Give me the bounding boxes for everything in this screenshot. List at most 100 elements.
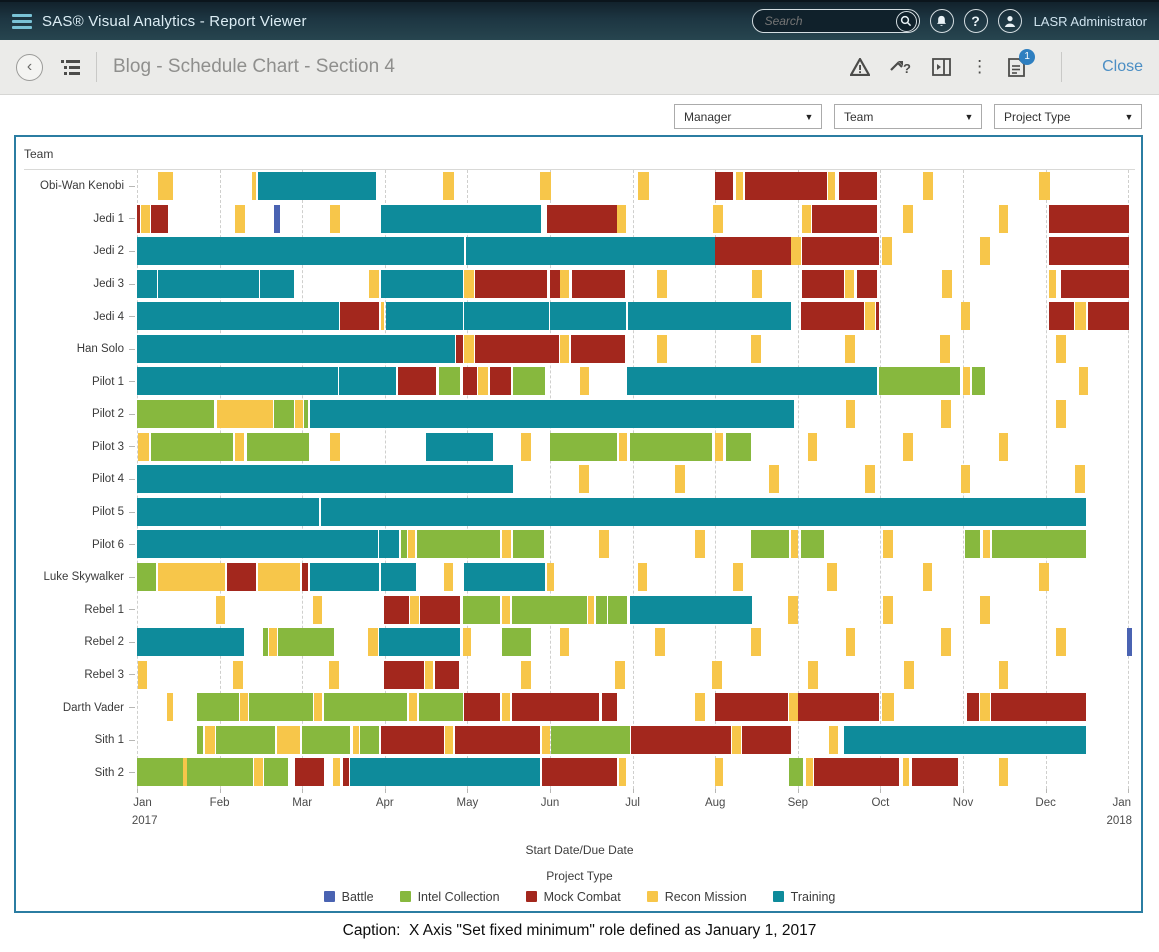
gantt-bar[interactable] [982, 530, 991, 559]
chevron-down-icon[interactable]: ▼ [964, 111, 974, 122]
gantt-bar[interactable] [881, 237, 892, 266]
gantt-bar[interactable] [323, 693, 408, 722]
gantt-bar[interactable] [579, 465, 590, 494]
gantt-bar[interactable] [151, 204, 169, 233]
gantt-bar[interactable] [798, 693, 880, 722]
gantt-bar[interactable] [735, 172, 744, 200]
gantt-bar[interactable] [838, 172, 878, 200]
gantt-bar[interactable] [963, 367, 971, 396]
gantt-bar[interactable] [408, 530, 415, 559]
collapse-panel-icon[interactable] [932, 58, 951, 76]
gantt-bar[interactable] [137, 758, 184, 787]
gantt-bar[interactable] [801, 269, 844, 298]
gantt-bar[interactable] [595, 595, 607, 624]
gantt-bar[interactable] [791, 530, 799, 559]
gantt-bar[interactable] [998, 204, 1008, 233]
gantt-bar[interactable] [638, 172, 649, 200]
gantt-bar[interactable] [215, 725, 276, 754]
gantt-bar[interactable] [1056, 400, 1067, 429]
gantt-bar[interactable] [998, 758, 1008, 787]
gantt-bar[interactable] [521, 660, 531, 689]
gantt-bar[interactable] [619, 758, 627, 787]
gantt-bar[interactable] [462, 367, 477, 396]
hamburger-menu-icon[interactable] [12, 13, 32, 29]
gantt-bar[interactable] [540, 172, 552, 200]
gantt-bar[interactable] [714, 432, 724, 461]
gantt-bar[interactable] [367, 628, 378, 657]
gantt-bar[interactable] [274, 400, 295, 429]
gantt-bar[interactable] [501, 595, 510, 624]
gantt-bar[interactable] [400, 530, 408, 559]
guided-analysis-icon[interactable]: ? [890, 58, 912, 76]
help-icon[interactable]: ? [963, 9, 988, 33]
gantt-bar[interactable] [360, 725, 380, 754]
gantt-bar[interactable] [787, 595, 798, 624]
gantt-bar[interactable] [881, 693, 895, 722]
gantt-bar[interactable] [864, 302, 875, 331]
gantt-bar[interactable] [940, 628, 951, 657]
gantt-bar[interactable] [980, 237, 991, 266]
gantt-bar[interactable] [217, 400, 273, 429]
search-box[interactable] [751, 9, 920, 33]
gantt-bar[interactable] [379, 530, 400, 559]
gantt-bar[interactable] [631, 725, 731, 754]
gantt-bar[interactable] [864, 465, 875, 494]
gantt-bar[interactable] [137, 334, 455, 363]
gantt-bar[interactable] [1049, 269, 1057, 298]
gantt-bar[interactable] [878, 367, 960, 396]
gantt-bar[interactable] [232, 660, 243, 689]
gantt-bar[interactable] [788, 758, 804, 787]
gantt-bar[interactable] [385, 302, 463, 331]
gantt-bar[interactable] [549, 269, 560, 298]
gantt-bar[interactable] [234, 432, 245, 461]
gantt-bar[interactable] [204, 725, 215, 754]
gantt-bar[interactable] [752, 269, 763, 298]
gantt-bar[interactable] [980, 595, 991, 624]
gantt-bar[interactable] [903, 432, 914, 461]
gantt-bar[interactable] [800, 530, 825, 559]
gantt-bar[interactable] [811, 204, 878, 233]
gantt-bar[interactable] [695, 530, 706, 559]
gantt-bar[interactable] [246, 432, 309, 461]
gantt-bar[interactable] [464, 693, 500, 722]
gantt-bar[interactable] [826, 562, 837, 591]
gantt-bar[interactable] [249, 693, 314, 722]
gantt-bar[interactable] [714, 758, 724, 787]
gantt-bar[interactable] [380, 302, 385, 331]
gantt-bar[interactable] [478, 367, 489, 396]
gantt-bar[interactable] [444, 725, 453, 754]
gantt-bar[interactable] [1074, 465, 1085, 494]
gantt-bar[interactable] [547, 562, 554, 591]
gantt-bar[interactable] [1078, 367, 1088, 396]
more-options-kebab-icon[interactable]: ⋮ [971, 57, 989, 76]
gantt-bar[interactable] [338, 367, 396, 396]
gantt-bar[interactable] [1049, 302, 1074, 331]
gantt-bar[interactable] [466, 237, 715, 266]
gantt-bar[interactable] [712, 660, 723, 689]
gantt-bar[interactable] [475, 269, 548, 298]
gantt-bar[interactable] [196, 693, 239, 722]
gantt-bar[interactable] [260, 269, 295, 298]
gantt-bar[interactable] [454, 725, 541, 754]
gantt-bar[interactable] [751, 334, 762, 363]
gantt-bar[interactable] [330, 432, 341, 461]
gantt-bar[interactable] [137, 530, 379, 559]
gantt-bar[interactable] [805, 758, 814, 787]
gantt-bar[interactable] [791, 237, 801, 266]
gantt-bar[interactable] [580, 367, 590, 396]
gantt-bar[interactable] [788, 693, 798, 722]
gantt-bar[interactable] [560, 269, 570, 298]
comments-icon[interactable]: 1 [1008, 48, 1036, 77]
gantt-bar[interactable] [713, 204, 724, 233]
gantt-bar[interactable] [234, 204, 246, 233]
gantt-bar[interactable] [807, 432, 817, 461]
gantt-bar[interactable] [904, 660, 915, 689]
gantt-bar[interactable] [629, 595, 753, 624]
gantt-bar[interactable] [398, 367, 437, 396]
gantt-bar[interactable] [882, 595, 893, 624]
manager-dropdown[interactable]: Manager ▼ [674, 104, 822, 129]
gantt-bar[interactable] [903, 204, 914, 233]
gantt-bar[interactable] [571, 269, 625, 298]
alerts-warning-icon[interactable] [850, 58, 871, 76]
gantt-bar[interactable] [301, 562, 309, 591]
